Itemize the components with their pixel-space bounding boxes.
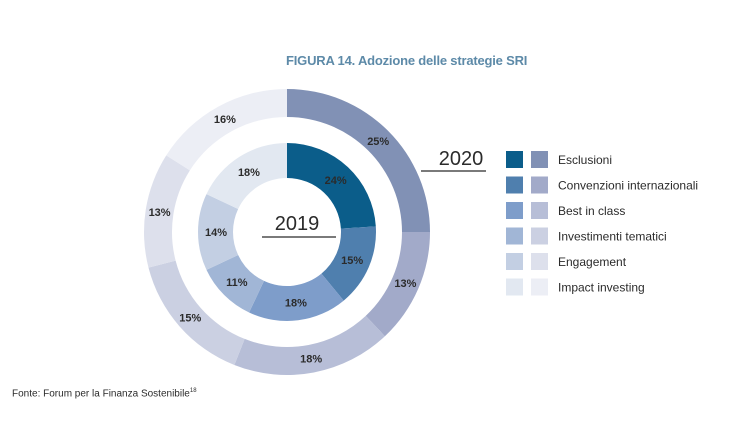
slice-2019-best-in-class [249,273,344,322]
source-note: Fonte: Forum per la Finanza Sostenibile1… [12,388,197,399]
data-label-2020-engagement: 13% [149,207,171,219]
legend-label-impact-investing: Impact investing [558,281,645,295]
slice-2019-convenzioni-internazionali [321,226,377,301]
legend-swatch-2020-investimenti-tematici [531,227,548,245]
data-label-2020-best-in-class: 18% [300,354,322,366]
slice-2019-impact-investing [206,143,287,210]
legend-swatch-2019-impact-investing [506,278,523,296]
slice-2019-esclusioni [287,143,376,229]
legend-swatch-2019-convenzioni-internazionali [506,176,523,194]
source-footnote: 18 [189,388,197,394]
data-label-2019-engagement: 14% [205,227,227,239]
data-label-2019-investimenti-tematici: 11% [226,277,248,289]
legend-swatch-2020-esclusioni [531,151,548,168]
slice-2020-engagement [144,155,190,268]
slice-2020-investimenti-tematici [148,260,245,365]
slice-2020-impact-investing [166,89,287,171]
legend-label-engagement: Engagement [558,255,627,269]
center-year-label: 2019 [275,213,320,235]
legend-swatch-2020-engagement [531,253,548,270]
legend-swatch-2019-esclusioni [506,151,523,168]
data-label-2020-convenzioni-internazionali: 13% [394,278,416,290]
slice-2019-engagement [198,194,239,270]
legend-label-convenzioni-internazionali: Convenzioni internazionali [558,179,698,193]
slice-2020-convenzioni-internazionali [365,232,430,337]
legend-swatch-2019-engagement [506,253,523,270]
legend-swatch-2019-investimenti-tematici [506,227,523,245]
data-label-2020-esclusioni: 25% [367,136,389,148]
data-label-2020-investimenti-tematici: 15% [179,312,201,324]
slice-2020-esclusioni [287,89,430,232]
legend-label-esclusioni: Esclusioni [558,153,612,167]
data-label-2019-convenzioni-internazionali: 15% [341,255,363,267]
slice-2019-investimenti-tematici [206,254,265,313]
data-label-2019-esclusioni: 24% [325,175,347,187]
legend-swatch-2020-best-in-class [531,202,548,219]
data-label-2019-best-in-class: 18% [285,297,307,309]
source-text: Fonte: Forum per la Finanza Sostenibile [12,388,190,400]
outer-ring-2020 [144,89,430,375]
legend: Esclusioni Convenzioni internazionali Best… [506,151,698,296]
legend-label-best-in-class: Best in class [558,204,625,218]
slice-2020-best-in-class [234,315,385,375]
slice-labels: 24% 15% 18% 11% 14% 18% 25% 13% 18% 15% 13% 16% [149,114,417,366]
chart-title: FIGURA 14. Adozione delle strategie SRI [286,53,528,68]
inner-ring-2019 [198,143,377,322]
legend-swatch-2020-convenzioni-internazionali [531,176,548,194]
data-label-2019-impact-investing: 18% [238,167,260,179]
legend-label-investimenti-tematici: Investimenti tematici [558,230,667,244]
callout-year-label: 2020 [439,148,484,170]
legend-swatch-2019-best-in-class [506,202,523,219]
legend-swatch-2020-impact-investing [531,278,548,296]
data-label-2020-impact-investing: 16% [214,114,236,126]
